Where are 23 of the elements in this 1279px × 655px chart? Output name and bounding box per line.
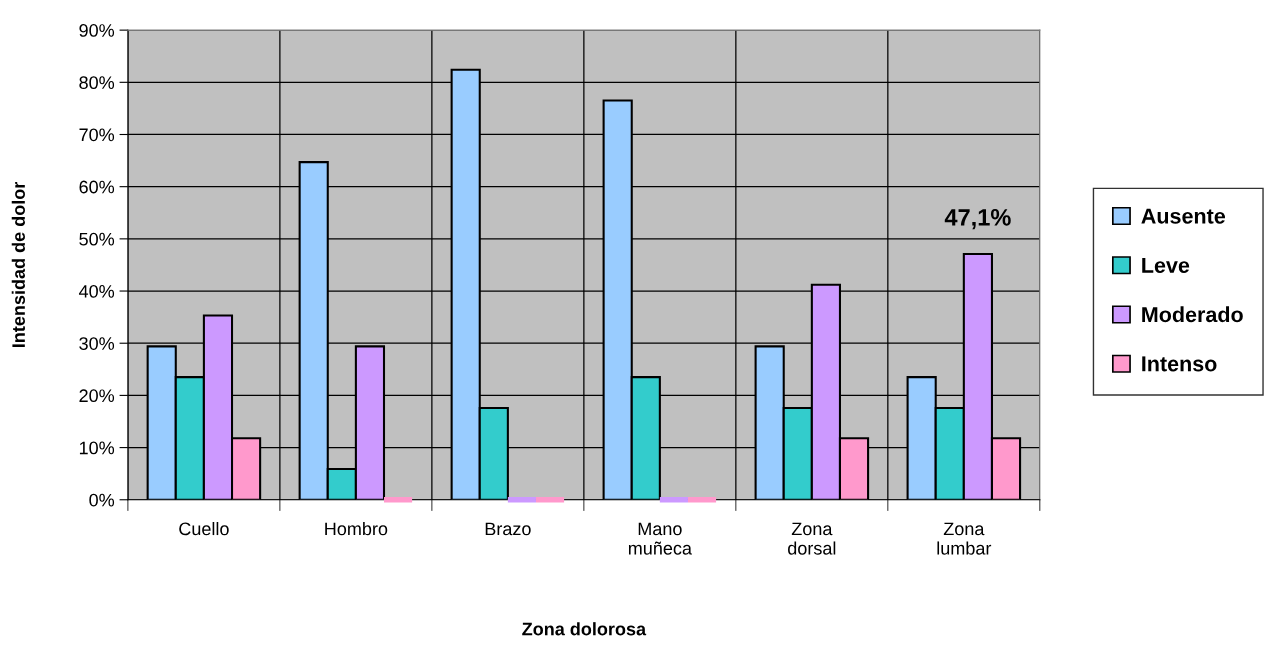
y-tick-label: 30%: [79, 337, 115, 350]
x-tick-label: Zona dorsal: [788, 522, 836, 555]
x-tick-label: Mano muñeca: [628, 522, 692, 555]
data-label: 47,1%: [944, 209, 1011, 230]
x-tick-label: Zona lumbar: [937, 522, 992, 555]
y-tick-label: 60%: [79, 180, 115, 194]
x-axis-title: Zona dolorosa: [522, 622, 647, 636]
legend-label: Intenso: [1142, 356, 1217, 372]
x-tick-label: Hombro: [325, 521, 388, 536]
y-tick-label: 70%: [79, 128, 115, 142]
x-tick-label: Brazo: [485, 522, 531, 536]
legend-label: Moderado: [1142, 306, 1243, 323]
y-axis-title: Intensidad de dolor: [11, 181, 25, 347]
y-tick-label: 0%: [89, 493, 115, 507]
y-tick-label: 50%: [79, 232, 115, 246]
x-tick-label: Cuello: [179, 521, 229, 536]
y-tick-label: 90%: [79, 24, 115, 37]
y-tick-label: 20%: [79, 389, 115, 403]
y-tick-label: 80%: [79, 76, 115, 90]
legend-label: Ausente: [1141, 208, 1226, 224]
y-tick-label: 40%: [78, 284, 115, 298]
y-tick-label: 10%: [79, 441, 115, 455]
legend-label: Leve: [1142, 257, 1190, 273]
